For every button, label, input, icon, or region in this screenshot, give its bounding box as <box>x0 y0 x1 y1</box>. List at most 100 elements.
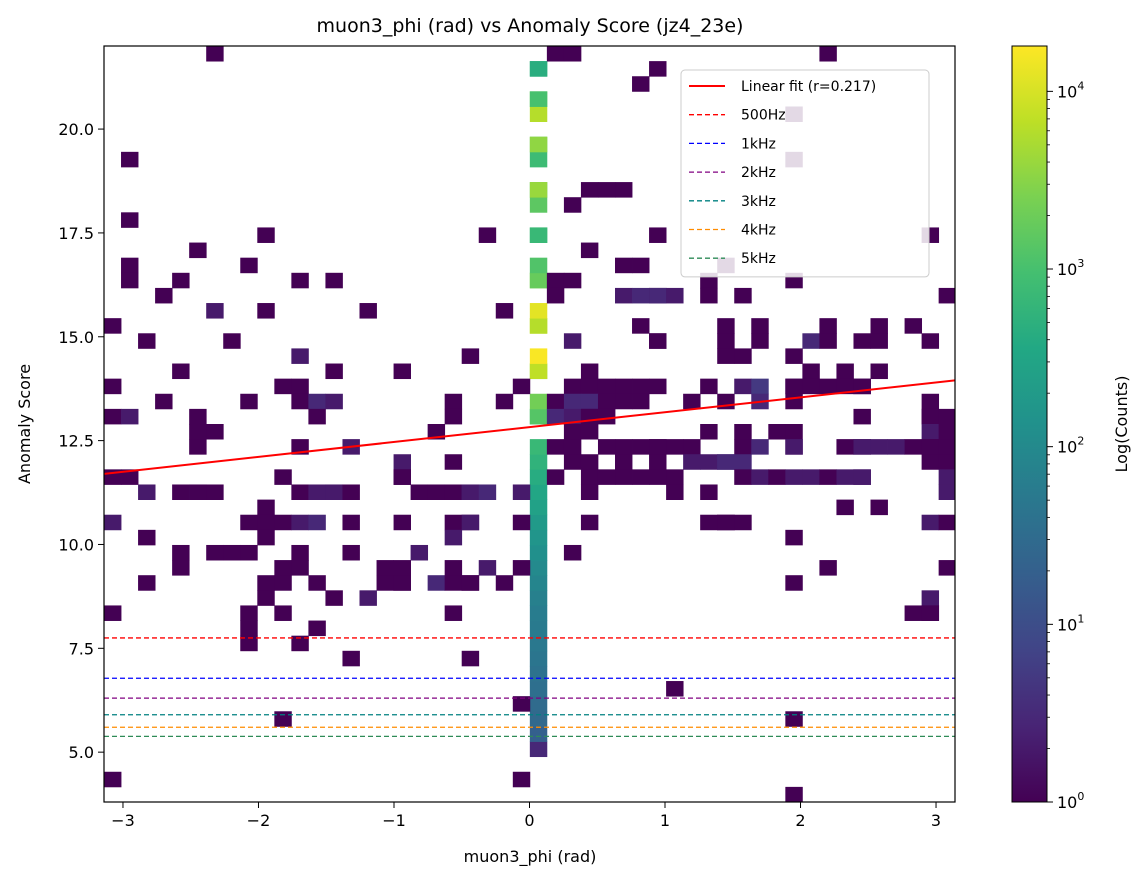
heatmap-cell <box>717 333 735 349</box>
heatmap-cell <box>649 378 667 395</box>
heatmap-cell <box>206 303 224 319</box>
heatmap-cell <box>393 514 411 531</box>
heatmap-cell <box>836 499 854 516</box>
chart-title: muon3_phi (rad) vs Anomaly Score (jz4_23… <box>317 15 744 37</box>
heatmap-cell <box>189 424 207 440</box>
heatmap-cell <box>291 439 309 455</box>
colorbar <box>1011 45 1048 803</box>
heatmap-cell <box>274 378 292 395</box>
heatmap-cell <box>632 439 650 455</box>
legend-label: 500Hz <box>741 108 786 124</box>
heatmap-cell <box>921 439 940 455</box>
heatmap-cell <box>529 318 548 334</box>
heatmap-cell <box>291 514 309 531</box>
heatmap-cell <box>529 61 548 77</box>
heatmap-cell <box>257 529 275 546</box>
heatmap-cell <box>615 454 633 470</box>
heatmap-cell <box>274 605 292 621</box>
heatmap-cell <box>615 182 633 198</box>
heatmap-cell <box>870 363 888 380</box>
legend-label: Linear fit (r=0.217) <box>741 79 876 95</box>
heatmap-cell <box>683 454 701 470</box>
heatmap-cell <box>291 378 309 395</box>
heatmap-cell <box>138 529 156 546</box>
threshold-lines <box>104 637 955 738</box>
heatmap-cell <box>444 408 463 425</box>
heatmap-cell <box>649 61 667 77</box>
heatmap-cell <box>546 46 565 62</box>
heatmap-cell <box>138 333 156 349</box>
heatmap-cell <box>785 529 803 546</box>
heatmap-cell <box>938 514 955 531</box>
heatmap-cell <box>461 484 480 500</box>
heatmap-cell <box>495 575 514 591</box>
heatmap-cell <box>563 393 582 410</box>
heatmap-cell <box>529 635 548 652</box>
heatmap-cell <box>632 393 650 410</box>
x-tick-label: −2 <box>247 811 271 830</box>
heatmap-cell <box>938 560 955 576</box>
heatmap-cell <box>563 544 582 561</box>
heatmap-cell <box>921 424 940 440</box>
heatmap-cell <box>836 378 854 395</box>
heatmap-cell <box>257 514 275 531</box>
x-axis-label: muon3_phi (rad) <box>464 847 597 867</box>
heatmap-cell <box>836 363 854 380</box>
heatmap-cell <box>632 378 650 395</box>
legend: Linear fit (r=0.217) 500Hz 1kHz 2kHz 3kHz 4kH… <box>680 69 930 278</box>
heatmap-cell <box>444 560 463 576</box>
y-tick-label: 20.0 <box>58 120 94 139</box>
y-tick-label: 10.0 <box>58 535 94 554</box>
heatmap-cell <box>172 484 190 500</box>
heatmap-cell <box>240 620 258 637</box>
heatmap-cell <box>308 484 326 500</box>
heatmap-cell <box>291 635 309 652</box>
heatmap-cell <box>632 318 650 334</box>
heatmap-cell <box>632 257 650 274</box>
heatmap-cell <box>427 575 446 591</box>
heatmap-cell <box>802 333 820 349</box>
heatmap-cell <box>138 484 156 500</box>
heatmap-cell <box>819 560 837 576</box>
heatmap-cell <box>206 484 224 500</box>
heatmap-cell <box>461 348 480 364</box>
heatmap-cell <box>785 786 803 802</box>
heatmap-cell <box>580 484 599 500</box>
x-tick-label: 1 <box>660 811 670 830</box>
heatmap-cell <box>734 348 752 364</box>
heatmap-cell <box>308 514 326 531</box>
heatmap-cell <box>683 439 701 455</box>
heatmap-cell <box>189 484 207 500</box>
heatmap-cell <box>938 439 955 455</box>
heatmap-cell <box>563 46 582 62</box>
heatmap-cell <box>666 681 684 697</box>
heatmap-cell <box>751 439 769 455</box>
y-tick-label: 5.0 <box>69 743 94 762</box>
heatmap-cell <box>529 499 548 516</box>
heatmap-cell <box>104 514 122 531</box>
heatmap-cell <box>802 378 820 395</box>
heatmap-cell <box>921 590 940 606</box>
heatmap-cell <box>529 151 548 168</box>
heatmap-cell <box>529 227 548 243</box>
heatmap-cell <box>104 378 122 395</box>
heatmap-cell <box>444 454 463 470</box>
heatmap-cell <box>512 484 531 500</box>
heatmap-cell <box>529 696 548 712</box>
heatmap-cell <box>649 227 667 243</box>
heatmap-cell <box>529 681 548 697</box>
heatmap-cell <box>717 454 735 470</box>
heatmap-cell <box>291 544 309 561</box>
heatmap-cell <box>240 605 258 621</box>
heatmap-cell <box>529 257 548 274</box>
heatmap-cell <box>240 393 258 410</box>
legend-label: 5kHz <box>741 251 776 267</box>
heatmap-cell <box>325 272 343 289</box>
heatmap-cell <box>529 303 548 319</box>
heatmap-cell <box>938 469 955 485</box>
heatmap-cell <box>546 287 565 304</box>
heatmap-cell <box>580 242 599 259</box>
heatmap-cell <box>342 514 360 531</box>
heatmap-cell <box>546 469 565 485</box>
heatmap-cell <box>700 378 718 395</box>
